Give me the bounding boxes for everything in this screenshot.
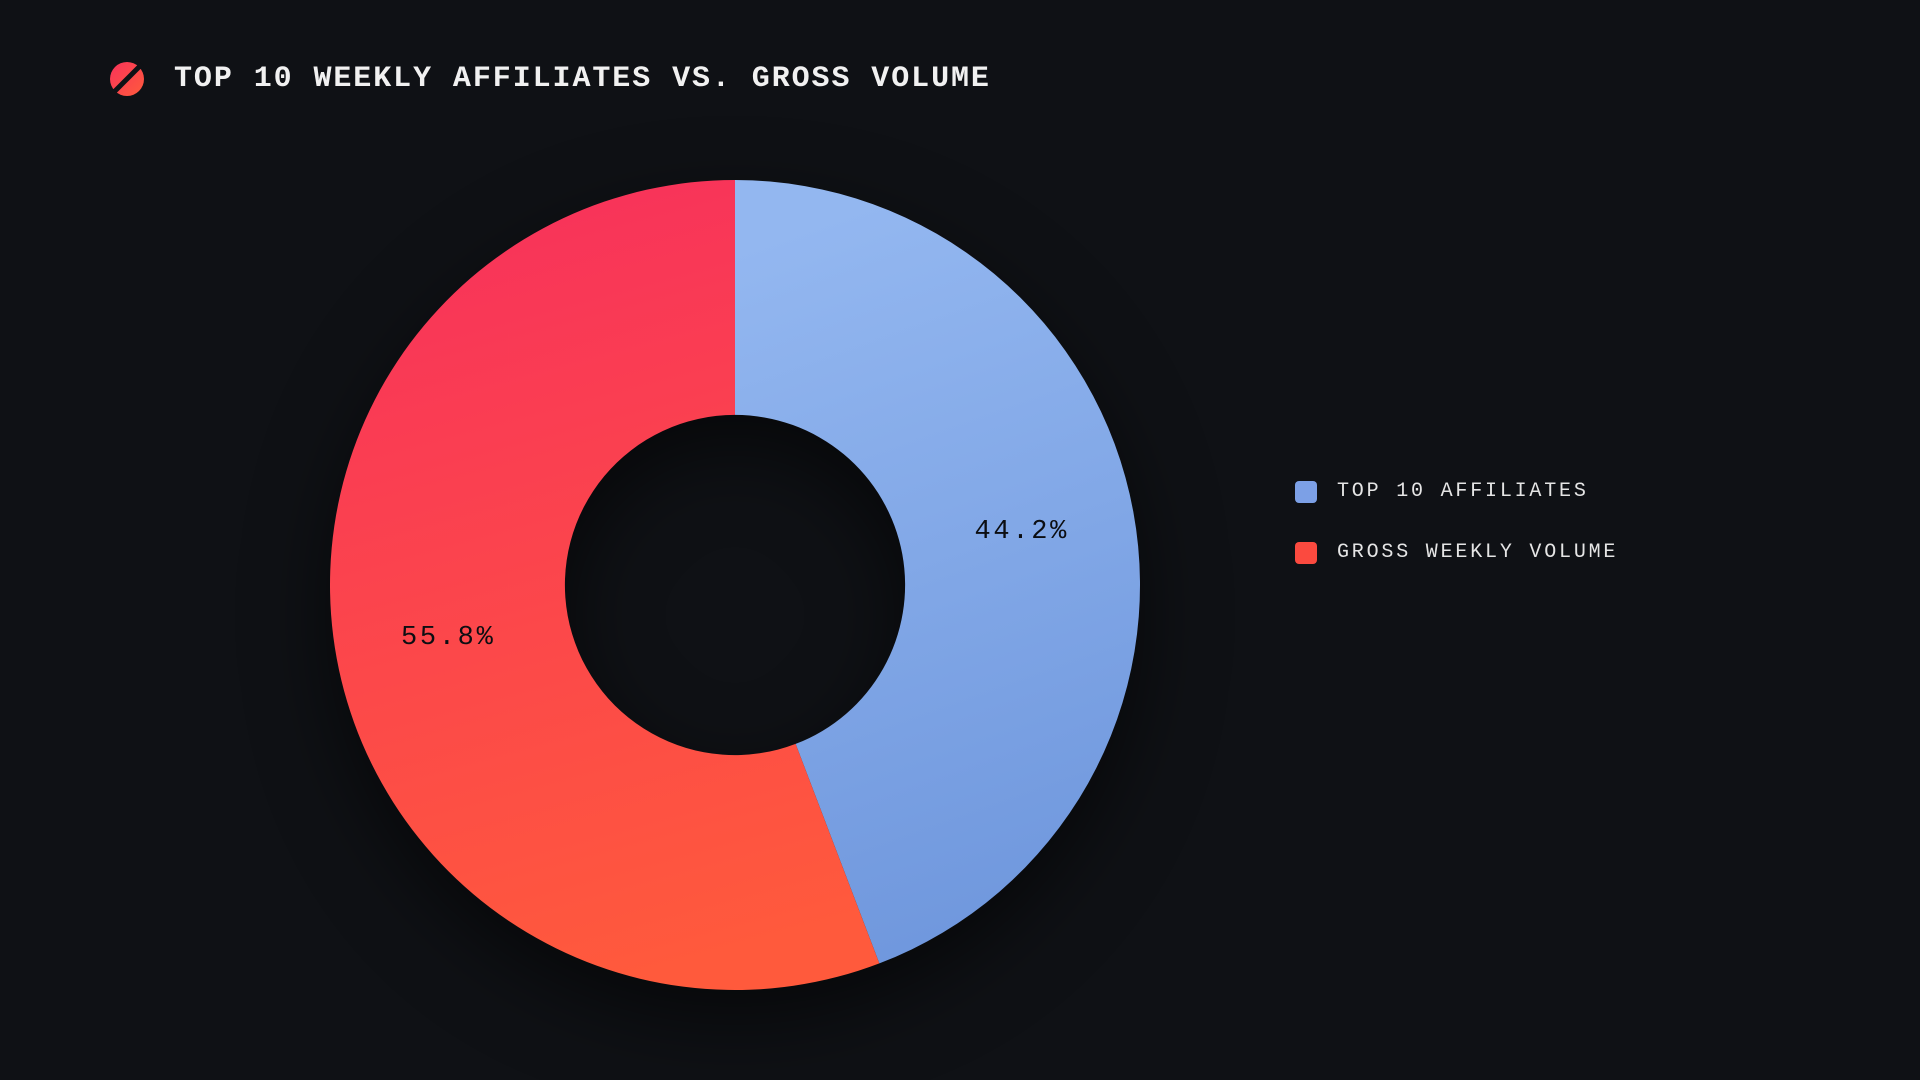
legend-label: GROSS WEEKLY VOLUME [1337,541,1618,564]
legend-item-top10: TOP 10 AFFILIATES [1295,480,1618,503]
legend-swatch [1295,481,1317,503]
donut-chart: 44.2% 55.8% [320,170,1150,1000]
brand-logo-icon [110,62,144,96]
legend-label: TOP 10 AFFILIATES [1337,480,1589,503]
chart-legend: TOP 10 AFFILIATES GROSS WEEKLY VOLUME [1295,480,1618,564]
legend-swatch [1295,542,1317,564]
legend-item-gross: GROSS WEEKLY VOLUME [1295,541,1618,564]
slice-label-gross: 55.8% [401,623,496,653]
donut-svg [320,170,1150,1000]
chart-header: TOP 10 WEEKLY AFFILIATES VS. GROSS VOLUM… [110,62,991,96]
slice-label-top10: 44.2% [975,517,1070,547]
chart-title: TOP 10 WEEKLY AFFILIATES VS. GROSS VOLUM… [174,62,991,96]
